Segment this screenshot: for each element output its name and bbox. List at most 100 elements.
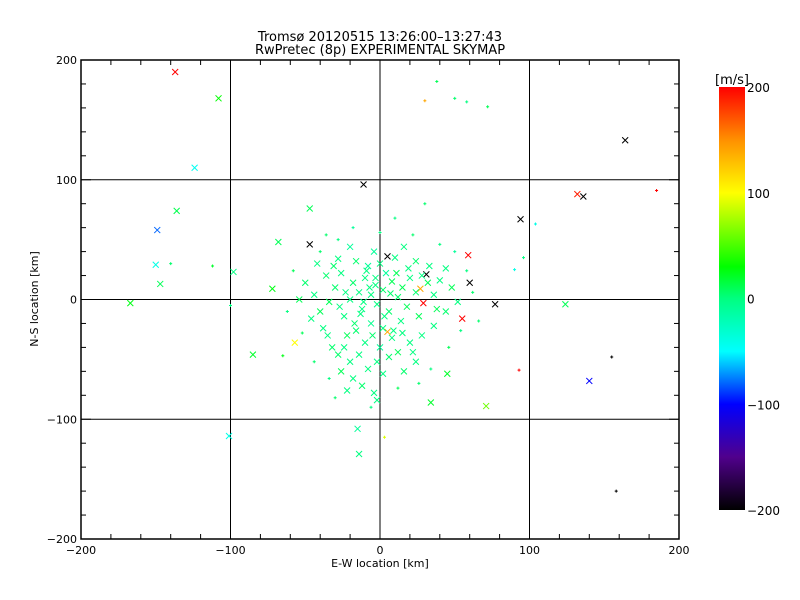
data-point-cross xyxy=(391,254,399,261)
data-point-cross xyxy=(363,267,370,275)
plus-mark xyxy=(396,386,400,390)
data-point-cross xyxy=(372,274,379,282)
chart-title: Tromsø 20120515 13:26:00–13:27:43 xyxy=(257,30,502,45)
cross-mark xyxy=(422,270,430,278)
plus-mark xyxy=(522,256,526,260)
plus-mark xyxy=(429,367,433,371)
data-point-cross xyxy=(364,365,372,373)
data-point-cross xyxy=(370,248,378,255)
cross-mark xyxy=(409,348,417,356)
cross-mark xyxy=(342,288,349,296)
cross-mark xyxy=(430,291,438,299)
data-point-cross xyxy=(352,327,360,334)
data-point-cross xyxy=(225,432,233,440)
data-point-plus xyxy=(393,216,397,220)
plus-mark xyxy=(285,309,289,313)
plus-mark xyxy=(382,435,386,439)
plus-mark xyxy=(459,329,463,333)
data-point-cross xyxy=(417,285,424,293)
cross-mark xyxy=(573,190,581,198)
data-point-plus xyxy=(435,80,439,84)
cross-mark xyxy=(394,348,402,356)
data-point-cross xyxy=(454,298,462,306)
cross-mark xyxy=(370,389,378,397)
plus-mark xyxy=(378,230,382,234)
data-point-cross xyxy=(387,290,394,297)
cross-mark xyxy=(313,260,321,267)
plus-mark xyxy=(423,99,427,103)
cross-mark xyxy=(357,310,364,318)
cross-mark xyxy=(364,365,372,373)
cross-mark xyxy=(427,399,435,406)
cross-mark xyxy=(349,375,357,382)
data-point-cross xyxy=(418,332,426,339)
data-point-cross xyxy=(418,272,426,279)
plus-mark xyxy=(533,222,537,226)
data-point-cross xyxy=(406,274,414,282)
data-point-cross xyxy=(397,317,405,325)
data-point-cross xyxy=(355,351,363,358)
data-point-cross xyxy=(430,291,438,299)
data-point-cross xyxy=(384,328,391,336)
data-point-plus xyxy=(423,202,427,206)
plus-mark xyxy=(324,233,328,237)
data-point-cross xyxy=(412,257,420,265)
cross-mark xyxy=(126,299,134,307)
data-point-cross xyxy=(433,305,441,313)
data-point-cross xyxy=(373,396,381,404)
cross-mark xyxy=(269,285,276,293)
data-point-plus xyxy=(333,396,337,400)
plus-mark xyxy=(477,319,481,323)
plus-mark xyxy=(465,100,469,104)
data-point-cross xyxy=(382,269,390,277)
data-point-cross xyxy=(171,68,179,76)
cross-mark xyxy=(340,344,348,351)
cross-mark xyxy=(340,312,348,320)
data-point-cross xyxy=(376,344,384,351)
cross-mark xyxy=(433,305,441,313)
data-point-cross xyxy=(152,261,160,269)
data-point-cross xyxy=(464,251,472,259)
y-tick-label: −200 xyxy=(47,533,77,546)
data-point-cross xyxy=(355,450,363,458)
data-point-cross xyxy=(342,288,349,296)
data-point-cross xyxy=(295,296,303,303)
data-point-cross xyxy=(346,296,354,303)
data-point-cross xyxy=(579,193,587,200)
cross-mark xyxy=(376,260,384,267)
cross-mark xyxy=(367,291,375,299)
cross-mark xyxy=(295,296,303,303)
cross-mark xyxy=(372,274,379,282)
plus-mark xyxy=(300,331,304,335)
plus-mark xyxy=(610,355,614,359)
x-tick-label: −100 xyxy=(215,544,245,557)
cross-mark xyxy=(406,339,414,346)
cross-mark xyxy=(370,248,378,255)
cross-mark xyxy=(274,238,282,246)
data-point-cross xyxy=(334,351,342,358)
data-point-cross xyxy=(376,260,384,267)
cross-mark xyxy=(355,288,363,296)
data-point-cross xyxy=(573,190,581,198)
cross-mark xyxy=(369,332,376,339)
data-point-cross xyxy=(400,367,408,375)
cross-mark xyxy=(420,299,427,307)
cross-mark xyxy=(382,269,390,277)
cross-mark xyxy=(324,332,332,339)
cross-mark xyxy=(319,324,327,332)
cross-mark xyxy=(405,265,412,272)
data-point-cross xyxy=(364,262,372,270)
cross-mark xyxy=(310,291,318,299)
x-tick-label: 0 xyxy=(377,544,384,557)
cross-mark xyxy=(316,308,324,315)
cross-mark xyxy=(394,293,402,301)
data-point-cross xyxy=(249,351,257,358)
cross-mark xyxy=(376,344,384,351)
data-point-plus xyxy=(336,238,340,242)
cross-mark xyxy=(415,312,423,320)
cross-mark xyxy=(406,274,414,282)
cross-mark xyxy=(425,262,433,270)
data-point-plus xyxy=(281,354,285,358)
data-point-cross xyxy=(325,298,333,306)
data-point-cross xyxy=(334,255,342,263)
